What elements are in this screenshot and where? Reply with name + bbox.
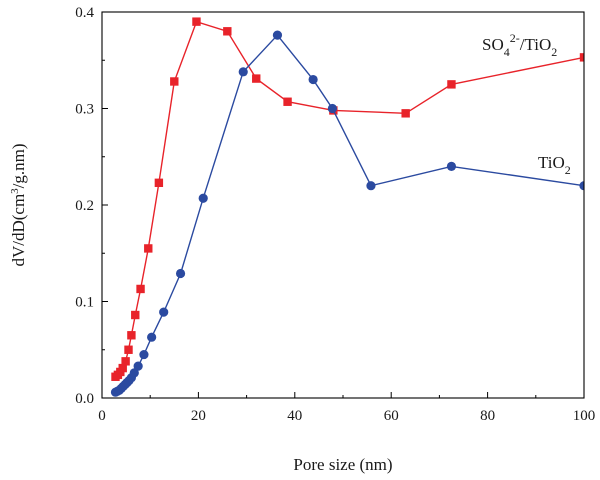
x-axis: 0 20 40 60 80 100: [98, 392, 595, 424]
data-point: [579, 53, 584, 62]
data-point: [154, 178, 164, 188]
data-point: [133, 361, 143, 371]
data-point: [238, 67, 248, 77]
data-point: [283, 97, 292, 106]
y-tick-label: 0.0: [75, 391, 94, 407]
data-point: [401, 109, 410, 118]
data-point: [136, 284, 145, 294]
y-axis: 0.0 0.1 0.2 0.3 0.4: [75, 5, 108, 407]
data-point: [446, 161, 457, 171]
data-point: [175, 268, 186, 279]
data-point: [131, 310, 140, 320]
data-point: [144, 244, 153, 253]
x-tick-label: 0: [98, 408, 106, 424]
data-point: [252, 74, 261, 83]
y-axis-label: dV/dD(cm3/g.nm): [9, 143, 28, 266]
y-tick-label: 0.4: [75, 5, 94, 21]
plot-frame: [101, 11, 585, 399]
data-point: [579, 181, 584, 191]
x-tick-label: 80: [480, 408, 495, 424]
data-point: [127, 331, 136, 340]
y-tick-label: 0.1: [75, 295, 94, 311]
data-point: [366, 181, 376, 191]
data-point: [192, 17, 201, 26]
y-tick-label: 0.3: [75, 102, 94, 118]
series-label-tio2: TiO2: [538, 153, 571, 177]
x-tick-label: 60: [384, 408, 399, 424]
data-point: [121, 357, 130, 366]
data-point: [327, 103, 337, 114]
data-point: [223, 27, 232, 36]
x-tick-label: 100: [573, 408, 596, 424]
data-point: [272, 30, 283, 40]
data-point: [129, 368, 139, 378]
series-layer: [110, 17, 584, 397]
data-point: [170, 77, 179, 86]
x-tick-label: 40: [287, 408, 302, 424]
data-point: [198, 193, 208, 203]
y-tick-label: 0.2: [75, 198, 94, 214]
data-point: [124, 345, 133, 354]
data-point: [118, 363, 127, 373]
series-line: [115, 34, 584, 393]
series-label-so4-tio2: SO42-/TiO2: [482, 31, 557, 59]
x-tick-label: 20: [191, 408, 206, 424]
data-point: [147, 332, 157, 342]
data-point: [308, 74, 318, 85]
series-1: [110, 30, 584, 397]
series-line: [115, 20, 584, 378]
data-point: [447, 80, 456, 89]
x-axis-label: Pore size (nm): [293, 455, 392, 474]
data-point: [139, 349, 149, 360]
data-point: [159, 307, 169, 317]
series-0: [111, 17, 584, 381]
